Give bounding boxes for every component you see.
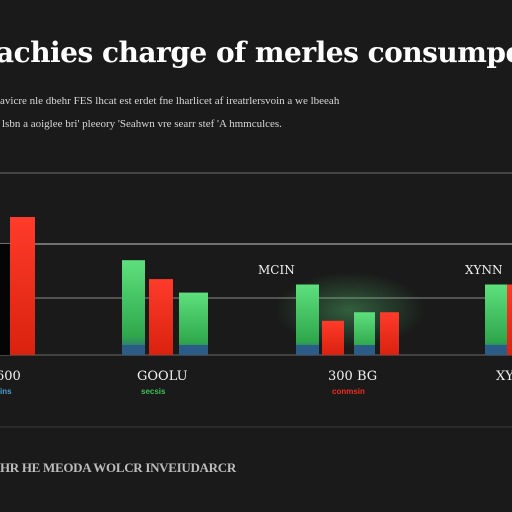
chart-frame <box>0 172 512 428</box>
bar-red-4 <box>149 279 173 355</box>
x-tick-1: 600 <box>0 369 21 384</box>
gridlines <box>0 243 512 356</box>
bar-red-11 <box>507 284 512 355</box>
bar-green-8 <box>354 312 375 355</box>
x-tick-3: 300 BG <box>328 369 377 384</box>
bar-base-10 <box>485 345 507 355</box>
bar-base-8 <box>354 345 375 355</box>
bar-base-3 <box>122 345 145 355</box>
bar-green-10 <box>485 284 507 355</box>
bar-red-2 <box>10 217 35 355</box>
bar-red-7 <box>322 320 344 355</box>
x-tick-sublabel-3: conmsin <box>332 387 365 396</box>
x-tick-2: GOOLU <box>137 369 188 384</box>
chart-title: achies charge of merles consumpe <box>0 36 512 69</box>
bar-green-3 <box>122 260 145 355</box>
annotations-group: MCIN XYNN <box>258 263 502 277</box>
bar-black-1 <box>0 244 10 355</box>
bars-group <box>0 217 512 355</box>
x-tick-sublabel-2: secsis <box>141 387 166 396</box>
bar-base-5 <box>179 345 208 355</box>
bar-green-5 <box>179 292 208 355</box>
x-tick-labels: 600 ins GOOLU secsis 300 BG conmsin XYNN <box>0 369 512 396</box>
x-tick-4: XYNN <box>496 369 512 384</box>
annotation-1: MCIN <box>258 263 295 277</box>
annotation-2: XYNN <box>465 263 502 277</box>
bar-green-6 <box>296 284 319 355</box>
chart-subtitle-line-2: lsbn a aoiglee bri' pleeory 'Seahwn vre … <box>2 118 282 130</box>
x-tick-sublabel-1: ins <box>0 387 12 396</box>
chart-footer-note: HR HE MEODA WOLCR INVEIUDARCR <box>0 460 236 475</box>
bar-red-9 <box>380 312 399 355</box>
chart-subtitle-line-1: avicre nle dbehr FES lhcat est erdet fne… <box>0 95 340 107</box>
bar-base-6 <box>296 345 319 355</box>
